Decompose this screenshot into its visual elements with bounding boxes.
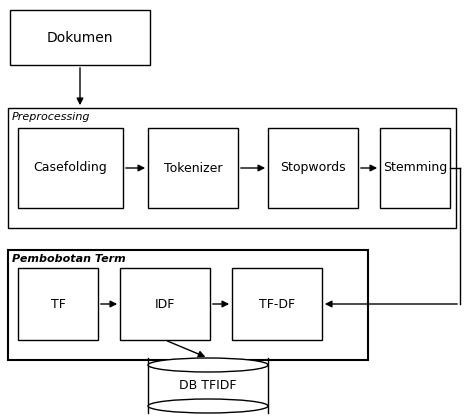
Bar — [232, 268, 322, 340]
Text: IDF: IDF — [155, 297, 175, 310]
Bar — [8, 108, 456, 228]
Ellipse shape — [148, 358, 268, 372]
Bar — [380, 128, 450, 208]
Bar — [120, 268, 210, 340]
Text: Tokenizer: Tokenizer — [164, 162, 222, 174]
Text: Stemming: Stemming — [383, 162, 447, 174]
Bar — [10, 10, 150, 65]
Bar — [148, 365, 268, 406]
Bar — [18, 128, 123, 208]
Ellipse shape — [148, 399, 268, 413]
Text: Casefolding: Casefolding — [34, 162, 107, 174]
Bar — [148, 128, 238, 208]
Bar — [18, 268, 98, 340]
Bar — [268, 128, 358, 208]
Bar — [8, 250, 368, 360]
Text: DB TFIDF: DB TFIDF — [179, 379, 237, 392]
Text: Preprocessing: Preprocessing — [12, 112, 90, 122]
Text: Stopwords: Stopwords — [280, 162, 346, 174]
Text: TF: TF — [51, 297, 65, 310]
Text: Pembobotan Term: Pembobotan Term — [12, 254, 126, 264]
Text: Dokumen: Dokumen — [47, 31, 113, 45]
Text: TF-DF: TF-DF — [259, 297, 295, 310]
